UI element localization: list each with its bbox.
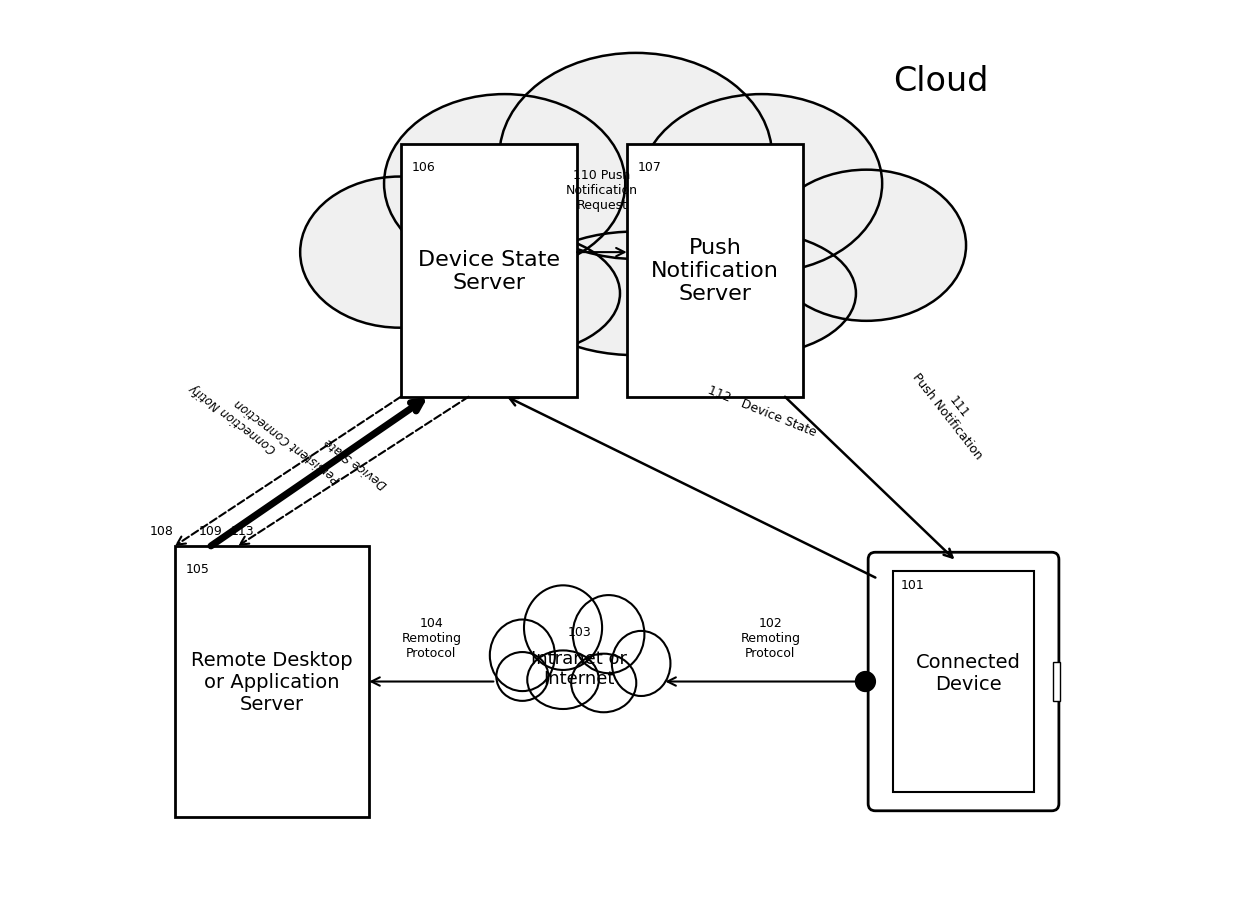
Text: 108: 108	[149, 525, 174, 537]
Text: 102
Remoting
Protocol: 102 Remoting Protocol	[740, 616, 800, 659]
Bar	[401, 144, 577, 397]
Bar	[175, 546, 370, 817]
Text: 104
Remoting
Protocol: 104 Remoting Protocol	[402, 616, 461, 659]
Text: Push
Notification
Server: Push Notification Server	[651, 237, 779, 304]
Text: 111
Push Notification: 111 Push Notification	[909, 360, 996, 461]
Text: 109: 109	[200, 525, 223, 537]
Text: Connection Notify: Connection Notify	[187, 380, 279, 455]
Text: Persistent Connection: Persistent Connection	[232, 396, 343, 485]
Text: 107: 107	[637, 161, 661, 173]
Text: Connected
Device: Connected Device	[915, 652, 1021, 694]
Text: 110 Push
Notification
Request: 110 Push Notification Request	[565, 169, 637, 212]
Bar	[626, 144, 804, 397]
Text: 103: 103	[568, 626, 591, 638]
Text: 113: 113	[231, 525, 254, 537]
Bar	[893, 572, 1034, 792]
Text: Cloud: Cloud	[893, 65, 988, 98]
Bar	[1053, 662, 1060, 702]
Circle shape	[856, 672, 875, 692]
Text: 112   Device State: 112 Device State	[706, 383, 818, 439]
Text: 105: 105	[186, 563, 210, 575]
FancyBboxPatch shape	[868, 553, 1059, 811]
Text: 106: 106	[412, 161, 435, 173]
Text: Device State: Device State	[321, 435, 389, 490]
Text: Device State
Server: Device State Server	[418, 249, 560, 293]
Text: Intranet or
Internet: Intranet or Internet	[531, 649, 627, 687]
Text: 101: 101	[900, 579, 924, 591]
Text: Remote Desktop
or Application
Server: Remote Desktop or Application Server	[191, 650, 352, 713]
